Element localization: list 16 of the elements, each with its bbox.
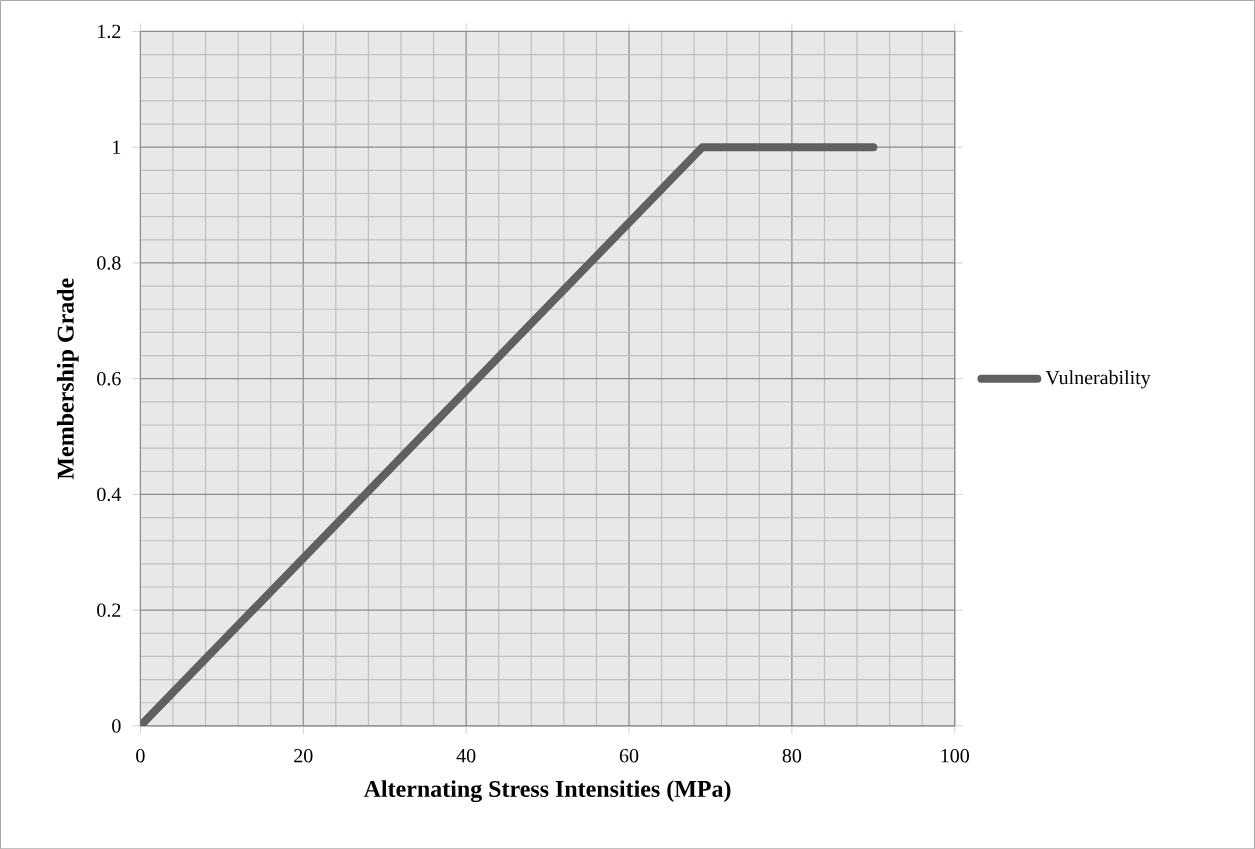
y-tick-label: 0.8 [97, 256, 121, 270]
x-tick-label: 0 [136, 748, 145, 763]
x-tick-label: 20 [294, 748, 313, 763]
y-tick-label: 0 [112, 719, 121, 733]
x-tick-label: 100 [941, 748, 969, 763]
y-tick-label: 1 [113, 140, 121, 154]
x-tick-label: 40 [456, 748, 476, 763]
x-tick-label: 80 [782, 748, 802, 763]
x-tick-label: 60 [619, 748, 639, 763]
y-tick-label: 0.4 [97, 487, 122, 502]
y-tick-label: 1.2 [98, 24, 121, 39]
x-axis-title: Alternating Stress Intensities (MPa) [363, 780, 731, 802]
y-tick-label: 0.6 [97, 371, 121, 386]
legend-label: Vulnerability [1045, 370, 1151, 389]
y-axis-title: Membership Grade [56, 278, 79, 480]
y-tick-label: 0.2 [97, 603, 121, 617]
